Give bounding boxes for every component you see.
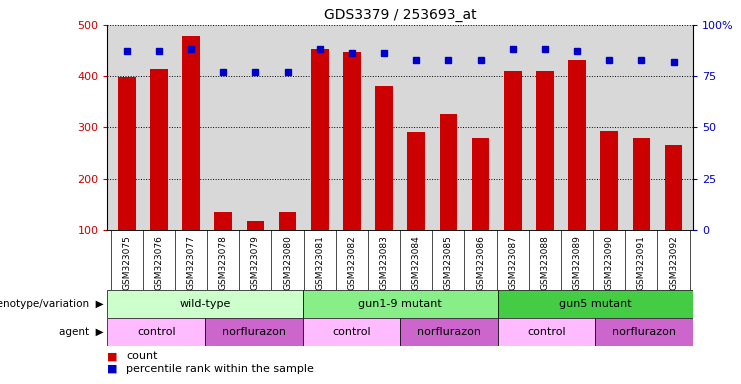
Text: GSM323090: GSM323090 (605, 235, 614, 290)
Text: ■: ■ (107, 364, 118, 374)
Text: GSM323087: GSM323087 (508, 235, 517, 290)
Bar (205, 318, 302, 346)
Text: GSM323091: GSM323091 (637, 235, 646, 290)
Text: GSM323076: GSM323076 (154, 235, 164, 290)
Text: GSM323081: GSM323081 (315, 235, 325, 290)
Bar (375, 86, 393, 230)
Text: norflurazon: norflurazon (222, 326, 286, 337)
Text: agent  ▶: agent ▶ (59, 326, 104, 337)
Text: norflurazon: norflurazon (417, 326, 481, 337)
Text: control: control (137, 326, 176, 337)
Title: GDS3379 / 253693_at: GDS3379 / 253693_at (324, 8, 476, 22)
Text: norflurazon: norflurazon (612, 326, 676, 337)
Bar (279, 212, 296, 230)
Text: wild-type: wild-type (179, 298, 230, 309)
Bar (302, 290, 498, 318)
Bar (498, 318, 595, 346)
Bar (107, 290, 302, 318)
Text: GSM323089: GSM323089 (573, 235, 582, 290)
Text: control: control (527, 326, 566, 337)
Text: gun1-9 mutant: gun1-9 mutant (358, 298, 442, 309)
Text: GSM323086: GSM323086 (476, 235, 485, 290)
Text: genotype/variation  ▶: genotype/variation ▶ (0, 298, 104, 309)
Text: GSM323092: GSM323092 (669, 235, 678, 290)
Text: control: control (332, 326, 370, 337)
Bar (311, 49, 328, 230)
Bar (118, 77, 136, 230)
Text: GSM323082: GSM323082 (348, 235, 356, 290)
Bar (182, 36, 200, 230)
Bar (408, 132, 425, 230)
Text: ■: ■ (107, 351, 118, 361)
Text: GSM323084: GSM323084 (412, 235, 421, 290)
Bar (665, 145, 682, 230)
Bar (150, 69, 167, 230)
Bar (343, 52, 361, 230)
Bar (633, 137, 650, 230)
Text: GSM323078: GSM323078 (219, 235, 227, 290)
Bar (600, 131, 618, 230)
Bar (536, 71, 554, 230)
Bar (504, 71, 522, 230)
Text: GSM323080: GSM323080 (283, 235, 292, 290)
Bar (498, 290, 693, 318)
Text: GSM323083: GSM323083 (379, 235, 388, 290)
Bar (595, 318, 693, 346)
Bar (247, 221, 265, 230)
Text: gun5 mutant: gun5 mutant (559, 298, 631, 309)
Bar (439, 114, 457, 230)
Text: GSM323079: GSM323079 (251, 235, 260, 290)
Text: GSM323085: GSM323085 (444, 235, 453, 290)
Text: count: count (126, 351, 158, 361)
Text: percentile rank within the sample: percentile rank within the sample (126, 364, 314, 374)
Text: GSM323088: GSM323088 (540, 235, 549, 290)
Bar (302, 318, 400, 346)
Text: GSM323077: GSM323077 (187, 235, 196, 290)
Bar (107, 318, 205, 346)
Bar (472, 137, 489, 230)
Text: GSM323075: GSM323075 (122, 235, 131, 290)
Bar (214, 212, 232, 230)
Bar (568, 60, 586, 230)
Bar (400, 318, 498, 346)
